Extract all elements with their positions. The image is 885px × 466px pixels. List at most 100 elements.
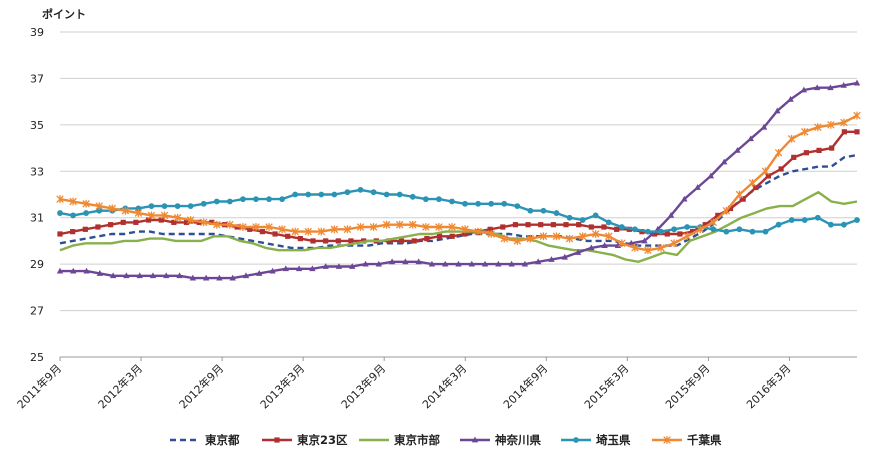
data-point (631, 226, 638, 233)
legend-item: 千葉県 (652, 433, 722, 447)
data-point (253, 196, 259, 203)
data-point (535, 258, 542, 265)
x-tick-label: 2014年9月 (500, 361, 550, 411)
data-point (775, 221, 782, 228)
data-point (145, 217, 152, 223)
data-point (96, 207, 103, 214)
data-point (108, 222, 114, 228)
data-point (513, 237, 522, 245)
data-point (57, 231, 63, 237)
y-tick-label: 25 (30, 351, 44, 364)
data-point (449, 233, 455, 239)
data-point (614, 226, 620, 232)
data-point (160, 211, 169, 220)
legend-label: 千葉県 (687, 433, 722, 447)
data-point (663, 436, 671, 444)
data-point (409, 220, 417, 229)
y-axis-ticks: 25 27 29 31 33 35 37 39 (30, 26, 44, 364)
y-tick-label: 29 (30, 258, 44, 271)
data-point (386, 238, 392, 244)
data-point (82, 226, 88, 232)
data-point (814, 123, 822, 132)
data-point (841, 129, 847, 135)
data-point (239, 223, 247, 231)
data-point (762, 228, 769, 235)
data-point (83, 210, 90, 216)
data-point (488, 200, 495, 207)
data-point (747, 135, 754, 142)
data-point (309, 265, 316, 272)
x-tick-label: 2011年9月 (14, 361, 64, 411)
data-point (526, 234, 535, 243)
series-5 (57, 186, 860, 235)
data-point (605, 219, 612, 226)
x-tick-label: 2014年3月 (419, 361, 469, 411)
data-point (684, 224, 691, 230)
data-point (348, 238, 354, 244)
data-point (415, 258, 422, 265)
data-point (310, 238, 316, 244)
data-point (349, 263, 356, 269)
data-point (853, 111, 861, 120)
data-point (788, 217, 795, 223)
data-point (801, 217, 808, 223)
data-point (474, 227, 482, 236)
data-point (627, 239, 635, 246)
y-tick-label: 33 (30, 165, 44, 178)
data-point (512, 222, 519, 228)
data-point (57, 210, 63, 216)
data-point (199, 218, 208, 227)
data-point (696, 225, 704, 234)
data-point (269, 267, 276, 274)
data-point (422, 223, 430, 231)
data-point (778, 166, 784, 172)
data-point (123, 272, 130, 279)
data-point (702, 222, 708, 228)
data-point (375, 260, 382, 267)
data-point (573, 437, 579, 443)
data-point (331, 191, 338, 198)
data-point (161, 203, 168, 210)
data-point (163, 272, 170, 279)
data-point (591, 230, 600, 238)
data-point (148, 203, 155, 210)
data-point (174, 203, 181, 210)
data-point (578, 232, 587, 241)
data-point (96, 270, 104, 276)
x-tick-label: 2013年9月 (338, 361, 388, 411)
data-point (500, 224, 506, 230)
data-point (471, 436, 479, 443)
data-point (304, 227, 313, 236)
x-tick-label: 2016年3月 (743, 361, 793, 411)
data-point (256, 270, 263, 276)
data-point (667, 211, 675, 218)
data-point (183, 219, 190, 225)
data-point (540, 207, 547, 214)
data-point (618, 224, 625, 230)
data-point (827, 221, 834, 228)
data-point (229, 274, 236, 281)
data-point (707, 172, 715, 179)
data-point (226, 220, 234, 229)
data-point (694, 184, 701, 190)
data-point (278, 225, 286, 234)
data-point (614, 242, 622, 248)
data-point (285, 233, 291, 239)
data-point (388, 258, 396, 265)
data-point (727, 205, 734, 212)
data-point (189, 274, 197, 281)
data-point (240, 196, 246, 203)
series-6 (56, 111, 861, 255)
data-point (402, 258, 409, 265)
data-point (552, 232, 561, 241)
data-point (436, 196, 442, 203)
data-point (468, 260, 475, 267)
legend-label: 東京市部 (394, 433, 440, 447)
data-point (322, 263, 329, 269)
legend: 東京都 東京23区 東京市部 神奈川県 埼玉県 千葉県 (170, 433, 722, 447)
data-point (171, 219, 177, 225)
data-point (176, 272, 183, 279)
series-line (60, 81, 858, 280)
data-point (774, 107, 781, 114)
